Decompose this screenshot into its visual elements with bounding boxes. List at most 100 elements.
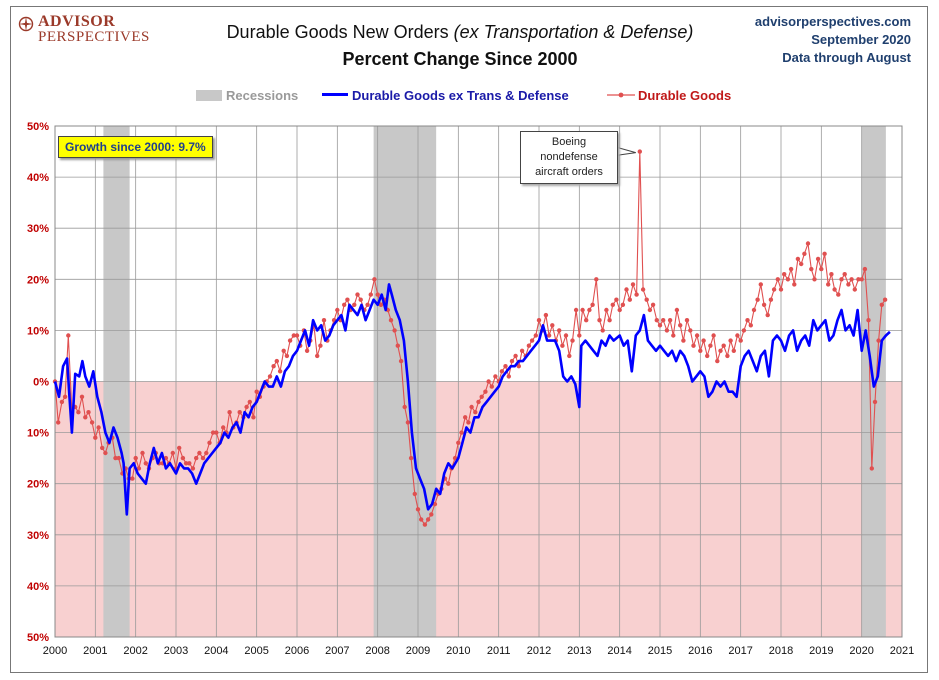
advisor-perspectives-logo: ADVISOR PERSPECTIVES [18,13,158,53]
x-tick-label: 2013 [567,645,591,657]
series-durable-goods-point [476,399,481,405]
series-durable-goods-point [630,282,636,287]
series-durable-goods-point [499,369,505,374]
series-durable-goods-point [446,481,451,486]
series-durable-goods-point [604,307,609,313]
series-durable-goods-point [580,307,585,313]
series-durable-goods-point [183,461,189,466]
y-tick-label: 40% [27,581,49,593]
series-durable-goods-point [879,302,884,307]
series-durable-goods-point [698,348,703,353]
series-durable-goods-point [849,277,854,282]
chart-legend: Recessions Durable Goods ex Trans & Defe… [0,88,939,106]
series-durable-goods-point [79,394,85,399]
series-durable-goods-point [388,318,394,323]
series-durable-goods-point [83,415,88,420]
x-tick-label: 2010 [446,645,470,657]
series-durable-goods-point [486,379,491,384]
series-durable-goods-point [221,425,226,430]
x-tick-label: 2019 [809,645,833,657]
series-durable-goods-point [758,282,763,287]
series-durable-goods-point [254,389,259,394]
legend-recessions-label: Recessions [226,88,299,103]
series-durable-goods-point [792,282,797,287]
series-durable-goods-point [573,307,579,313]
series-durable-goods-point [358,297,363,302]
series-durable-goods-point [809,266,814,272]
series-durable-goods-point [100,445,105,451]
series-durable-goods-point [345,297,350,302]
legend-series1: Durable Goods ex Trans & Defense [322,88,569,103]
series-durable-goods-point [661,318,666,323]
legend-series2-label: Durable Goods [638,88,732,103]
series-durable-goods-point [194,455,199,461]
series-durable-goods-point [237,410,242,415]
series-durable-goods-point [247,399,252,405]
series-durable-goods-point [708,343,713,348]
series-durable-goods-point [802,251,807,256]
series-durable-goods-point [352,302,357,307]
series-durable-goods-point [281,348,286,353]
series-durable-goods-point [550,323,555,328]
series-durable-goods-point [214,430,219,435]
series-ex-trans-defense-line [53,283,891,516]
series-durable-goods-point [799,261,804,267]
series-durable-goods-point [509,358,515,364]
series-durable-goods-point [671,333,676,338]
series-durable-goods-point [600,328,605,333]
series-durable-goods-point [66,333,71,338]
series-durable-goods-point [365,302,370,307]
series-durable-goods-point [846,282,851,287]
series-durable-goods-point [368,292,373,297]
series-durable-goods-point [519,348,525,353]
series-durable-goods-point [725,353,730,359]
series-durable-goods-point [688,328,693,333]
x-tick-label: 2016 [688,645,712,657]
series-durable-goods-point [177,445,182,451]
series-durable-goods-point [607,318,612,323]
series-durable-goods-point [859,277,864,282]
legend-series2: Durable Goods [606,88,731,103]
series-durable-goods-point [412,491,417,497]
series-durable-goods-point [644,297,649,302]
series-durable-goods-point [463,415,468,420]
series-durable-goods-point [627,297,632,302]
series-durable-goods-point [738,338,743,343]
series-durable-goods-point [617,307,622,313]
series-durable-goods-point [180,455,186,461]
series-durable-goods-point [694,333,700,338]
series-durable-goods-point [133,455,138,461]
series-durable-goods-point [866,318,871,323]
series-durable-goods-point [634,292,639,297]
series-durable-goods-point [657,323,663,328]
series-durable-goods-point [594,277,599,282]
series-durable-goods-point [93,435,98,440]
series-durable-goods-point [543,312,549,318]
series-durable-goods-point [748,323,753,328]
series-durable-goods-point [782,272,787,277]
series-durable-goods-point [277,369,283,374]
x-tick-label: 2005 [244,645,268,657]
legend-recessions-swatch [196,90,222,101]
series-durable-goods-point [654,318,659,323]
series-durable-goods-point [304,348,310,353]
series-durable-goods-point [318,343,323,348]
series-durable-goods-point [728,338,733,343]
series-durable-goods-point [771,287,777,292]
series-durable-goods-point [372,277,377,282]
x-tick-label: 2012 [527,645,551,657]
series-durable-goods-point [876,338,881,343]
series-durable-goods-point [667,318,673,323]
series-durable-goods-point [415,507,421,512]
series-durable-goods-point [795,256,801,262]
series-durable-goods-point [459,430,464,435]
series-durable-goods-point [210,430,216,435]
series-durable-goods-point [711,333,716,338]
x-tick-label: 2021 [890,645,914,657]
series-durable-goods-point [577,333,582,338]
series-durable-goods-point [425,517,431,522]
series-durable-goods-point [503,364,508,369]
series-durable-goods-point [610,302,615,307]
series-durable-goods-point [614,297,619,302]
growth-callout: Growth since 2000: 9.7% [58,136,213,158]
